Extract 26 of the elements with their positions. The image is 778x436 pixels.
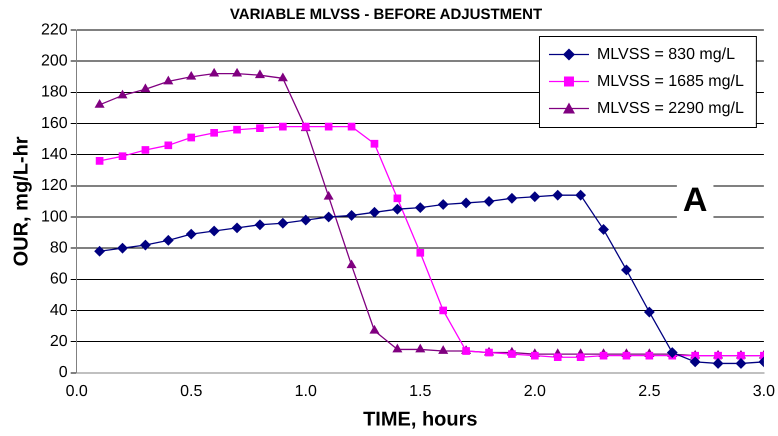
chart-title: VARIABLE MLVSS - BEFORE ADJUSTMENT (230, 6, 542, 24)
y-tick-label: 60 (50, 270, 68, 288)
x-tick-label: 0.5 (180, 382, 202, 400)
y-tick-label: 200 (40, 52, 68, 70)
x-tick-label: 0.0 (66, 382, 88, 400)
y-axis-title: OUR, mg/L-hr (10, 136, 33, 266)
y-tick-label: 140 (40, 146, 68, 164)
x-tick-label: 2.5 (638, 382, 661, 400)
x-tick-label: 1.5 (409, 382, 432, 400)
y-tick-label: 100 (40, 208, 68, 226)
y-tick-label: 20 (50, 333, 68, 350)
legend-label: MLVSS = 830 mg/L (596, 46, 736, 63)
x-tick-label: 3.0 (752, 382, 776, 400)
x-axis-title: TIME, hours (363, 408, 478, 431)
legend-label: MLVSS = 1685 mg/L (596, 72, 744, 90)
y-tick-label: 40 (50, 302, 68, 319)
y-tick-label: 80 (50, 240, 68, 257)
y-tick-label: 160 (40, 114, 68, 132)
y-tick-label: 0 (58, 364, 68, 382)
y-tick-label: 120 (40, 177, 68, 194)
y-tick-label: 220 (40, 21, 68, 38)
x-tick-label: 2.0 (524, 382, 546, 400)
legend-label: MLVSS = 2290 mg/L (596, 100, 744, 117)
y-tick-label: 180 (40, 84, 68, 101)
annotation: A (682, 180, 708, 219)
x-tick-label: 1.0 (294, 382, 317, 400)
